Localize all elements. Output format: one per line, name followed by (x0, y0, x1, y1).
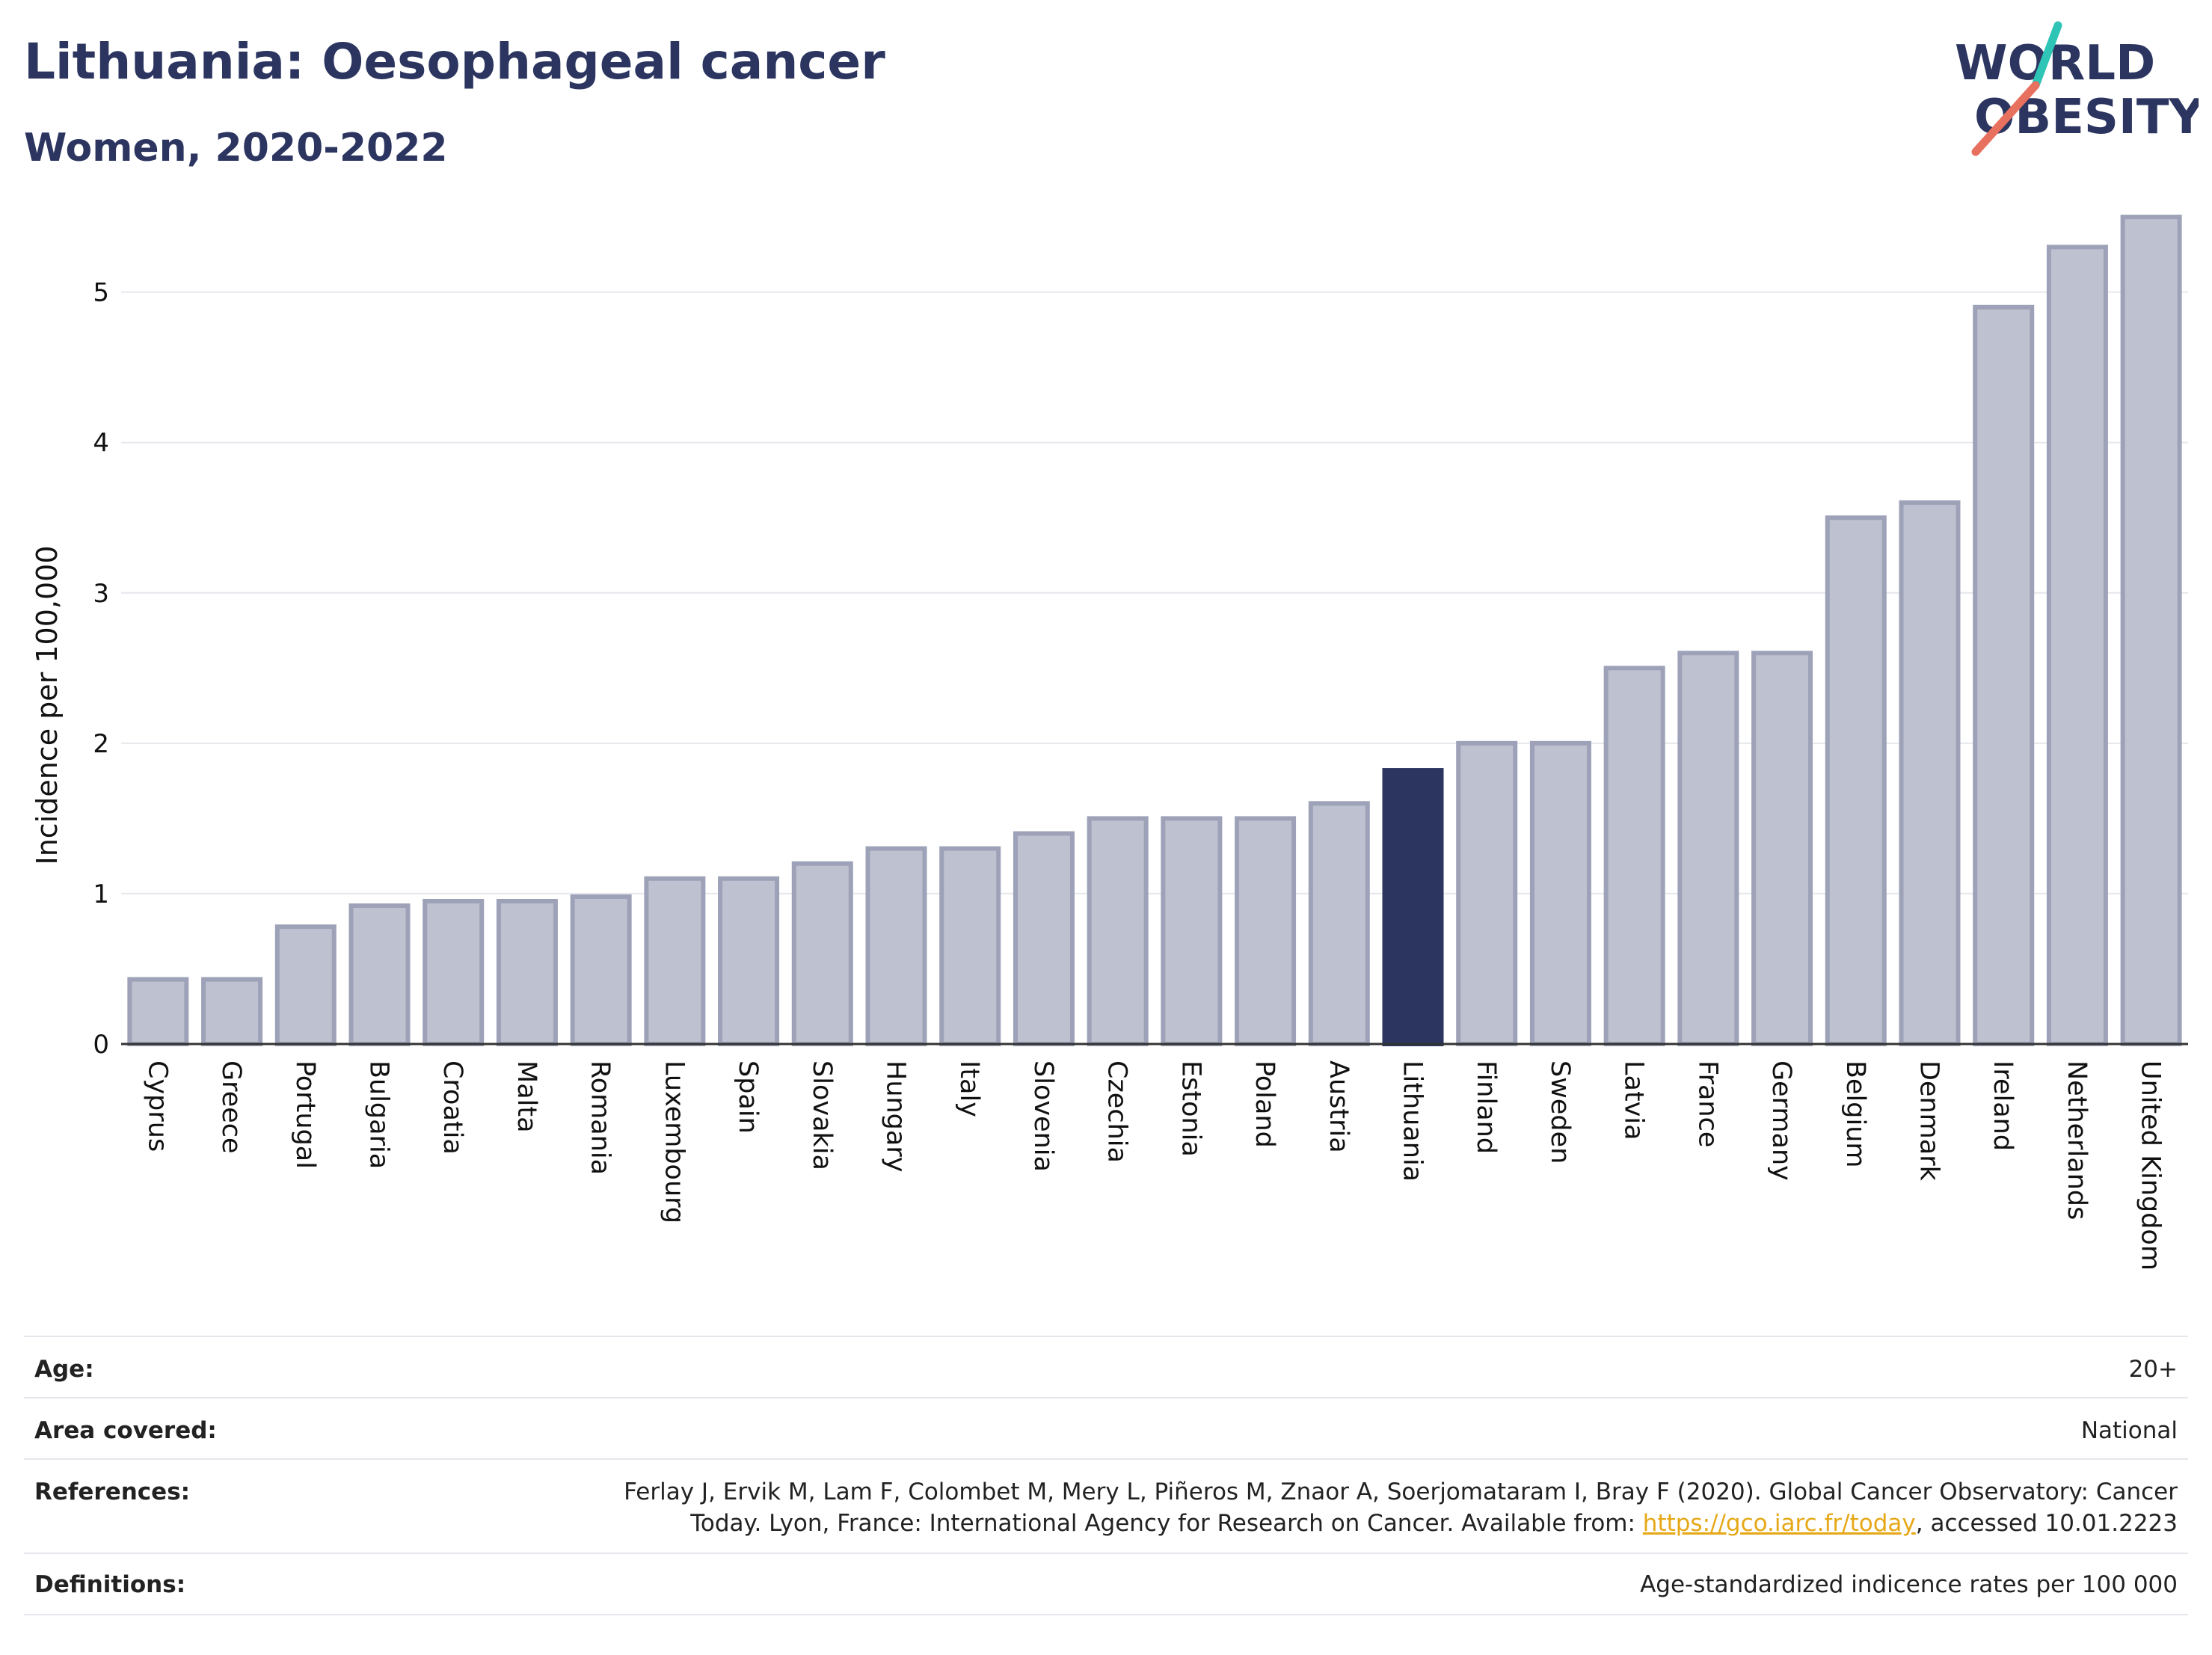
x-tick-label: Slovenia (1028, 1060, 1058, 1172)
x-tick-label: France (1692, 1060, 1722, 1147)
y-tick-label: 1 (93, 879, 109, 909)
bar-malta (496, 898, 558, 1047)
references-text: Ferlay J, Ervik M, Lam F, Colombet M, Me… (624, 1476, 2178, 1539)
info-row-references: References: Ferlay J, Ervik M, Lam F, Co… (24, 1458, 2188, 1554)
x-tick-label: Sweden (1545, 1060, 1575, 1164)
x-tick-label: Italy (954, 1060, 984, 1117)
x-tick-label: Estonia (1176, 1060, 1205, 1157)
x-tick-label: Latvia (1619, 1060, 1649, 1140)
bar-romania (570, 894, 632, 1046)
references-line-2-suffix: , accessed 10.01.2223 (1915, 1510, 2178, 1537)
bars (127, 215, 2182, 1047)
y-tick-label: 5 (93, 278, 109, 308)
age-label: Age: (34, 1356, 94, 1383)
bar-latvia (1603, 666, 1665, 1046)
bar-germany (1751, 651, 1813, 1046)
x-tick-label: Finland (1471, 1060, 1501, 1154)
logo-word-world: WORLD (1955, 36, 2155, 91)
bar-czechia (1087, 816, 1149, 1046)
x-tick-label: Luxembourg (659, 1060, 689, 1223)
x-tick-label: Netherlands (2062, 1060, 2092, 1220)
references-label: References: (34, 1479, 191, 1505)
x-tick-label: Greece (216, 1060, 246, 1154)
bar-italy (939, 846, 1001, 1047)
bar-cyprus (127, 977, 189, 1047)
info-row-area: Area covered: National (24, 1397, 2188, 1460)
y-tick-label: 4 (93, 429, 109, 458)
definitions-value: Age-standardized indicence rates per 100… (1640, 1571, 2178, 1598)
y-tick-label: 3 (93, 579, 109, 609)
world-obesity-logo: WORLD OBESITY (1955, 21, 2199, 156)
x-tick-label: Lithuania (1398, 1060, 1428, 1182)
bar-belgium (1825, 515, 1887, 1046)
info-table: Age: 20+ Area covered: National Referenc… (24, 1336, 2188, 1620)
bar-denmark (1899, 500, 1961, 1046)
bar-austria (1308, 801, 1370, 1047)
x-tick-labels: Cyprus Greece Portugal Bulgaria Croatia Malta… (142, 1060, 2165, 1271)
x-tick-label: Poland (1250, 1060, 1279, 1148)
bar-slovakia (791, 861, 853, 1046)
info-row-age: Age: 20+ (24, 1336, 2188, 1398)
x-tick-label: United Kingdom (2136, 1060, 2166, 1271)
x-tick-label: Spain (733, 1060, 763, 1134)
bar-greece (201, 977, 263, 1047)
x-tick-label: Germany (1766, 1060, 1796, 1181)
bar-poland (1235, 816, 1297, 1046)
x-tick-label: Malta (511, 1060, 541, 1133)
bar-bulgaria (348, 903, 411, 1046)
bar-france (1677, 651, 1739, 1046)
chart-title: Lithuania: Oesophageal cancer (24, 33, 885, 90)
area-value: National (2080, 1417, 2178, 1444)
x-tick-label: Croatia (437, 1060, 467, 1155)
bar-hungary (865, 846, 927, 1047)
x-tick-label: Denmark (1914, 1060, 1944, 1182)
bar-spain (718, 876, 780, 1046)
bar-sweden (1529, 740, 1591, 1046)
x-tick-label: Belgium (1840, 1060, 1870, 1168)
chart-subtitle: Women, 2020-2022 (24, 126, 448, 171)
bar-finland (1456, 740, 1518, 1046)
logo-slash-coral (1971, 81, 2040, 156)
x-tick-label: Czechia (1102, 1060, 1132, 1163)
info-row-definitions: Definitions: Age-standardized indicence … (24, 1553, 2188, 1615)
y-axis-label: Incidence per 100,000 (31, 545, 64, 865)
logo-slash-teal (2031, 21, 2062, 90)
x-tick-label: Portugal (290, 1060, 320, 1169)
bar-estonia (1161, 816, 1223, 1046)
x-tick-label: Slovakia (807, 1060, 837, 1170)
y-tick-labels: 0 1 2 3 4 5 (93, 278, 109, 1060)
x-tick-label: Ireland (1988, 1060, 2018, 1151)
bar-chart: 0 1 2 3 4 5 Cyprus Greece Portugal Bulgaria Croat… (31, 215, 2188, 1271)
bar-croatia (423, 898, 485, 1047)
bar-united-kingdom (2120, 215, 2182, 1046)
bar-ireland (1973, 304, 2035, 1046)
bar-netherlands (2046, 245, 2108, 1047)
y-tick-label: 2 (93, 729, 109, 759)
references-line-2: Today. Lyon, France: International Agenc… (624, 1508, 2178, 1539)
x-tick-label: Cyprus (142, 1060, 172, 1152)
y-tick-label: 0 (93, 1030, 109, 1060)
bar-luxembourg (644, 876, 706, 1046)
age-value: 20+ (2128, 1356, 2178, 1383)
definitions-label: Definitions: (34, 1571, 186, 1598)
bar-slovenia (1013, 831, 1075, 1046)
references-line-1: Ferlay J, Ervik M, Lam F, Colombet M, Me… (624, 1479, 2178, 1505)
references-link[interactable]: https://gco.iarc.fr/today (1642, 1510, 1916, 1537)
area-label: Area covered: (34, 1417, 217, 1444)
x-tick-label: Romania (586, 1060, 615, 1175)
bar-portugal (274, 924, 337, 1047)
x-tick-label: Bulgaria (364, 1060, 394, 1169)
bar-lithuania (1382, 768, 1444, 1047)
references-line-2-prefix: Today. Lyon, France: International Agenc… (690, 1510, 1643, 1537)
x-tick-label: Austria (1324, 1060, 1354, 1153)
x-tick-label: Hungary (881, 1060, 911, 1172)
